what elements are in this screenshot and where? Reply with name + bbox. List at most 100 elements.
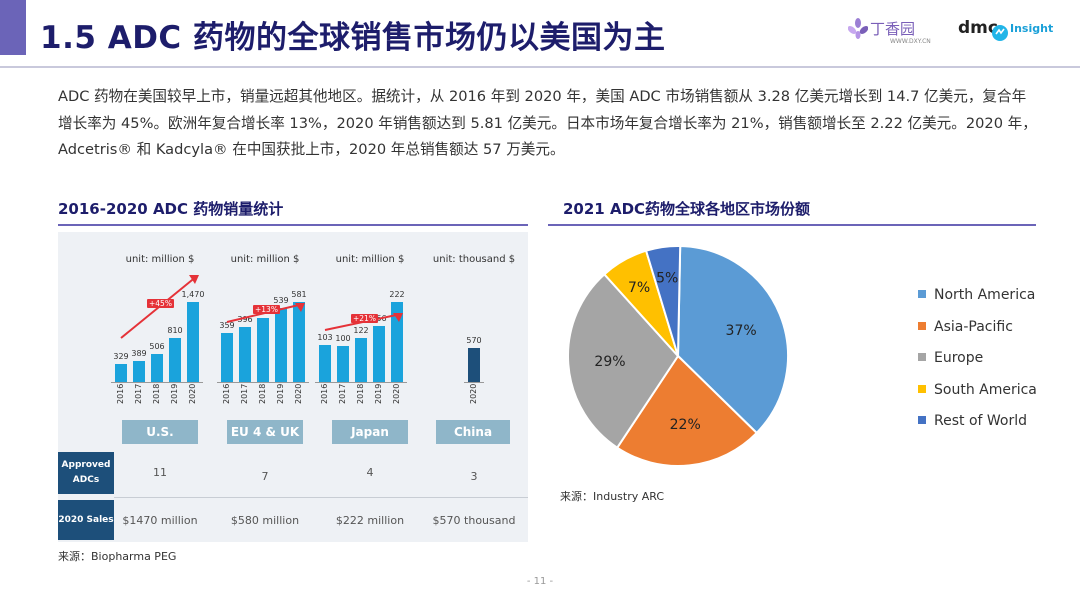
page-title: 1.5 ADC 药物的全球销售市场仍以美国为主 (40, 20, 666, 56)
bar-value-label: 222 (389, 290, 405, 299)
chart-unit-label: unit: million $ (335, 254, 405, 265)
table-row-divider (114, 497, 528, 498)
chart-unit-label: unit: thousand $ (432, 254, 516, 265)
title-divider (0, 66, 1080, 68)
legend-label: Asia-Pacific (934, 318, 1013, 335)
dxy-logo-sub: WWW.DXY.CN (890, 38, 931, 45)
bar-2017 (239, 327, 251, 382)
approved-adcs-value: 11 (153, 466, 167, 479)
approved-adcs-row-label: Approved ADCs (58, 452, 114, 494)
left-section-heading: 2016-2020 ADC 药物销量统计 (58, 200, 284, 218)
region-label: U.S. (122, 420, 198, 444)
sales-2020-value: $570 thousand (432, 514, 516, 527)
legend-item: South America (918, 382, 1037, 398)
approved-adcs-label-text: Approved ADCs (61, 460, 111, 485)
bar-2018 (257, 318, 269, 382)
chart-baseline (217, 382, 309, 383)
year-tick-label: 2017 (240, 383, 249, 404)
sales-2020-value: $222 million (335, 514, 405, 527)
bar-value-label: 359 (219, 320, 235, 330)
year-tick-label: 2019 (374, 383, 383, 404)
legend-swatch (918, 321, 926, 330)
bar-value-label: 810 (167, 325, 183, 335)
growth-rate-badge: +21% (351, 314, 378, 323)
legend-label: North America (934, 287, 1036, 303)
year-tick-label: 2020 (392, 383, 401, 404)
chart-unit-label: unit: million $ (125, 254, 195, 265)
dxy-flower-icon (848, 18, 868, 39)
chart-baseline (315, 382, 407, 383)
year-tick-label: 2018 (356, 383, 365, 404)
approved-adcs-value: 4 (366, 466, 374, 479)
title-bar: 1.5 ADC 药物的全球销售市场仍以美国为主 丁香园 WWW.DXY.CN d… (0, 0, 1080, 68)
legend-item: Europe (918, 350, 983, 366)
bar-2019 (275, 307, 287, 382)
year-tick-label: 2016 (320, 383, 329, 404)
legend-label: Rest of World (934, 413, 1028, 429)
title-accent-block (0, 0, 26, 55)
legend-label: Europe (934, 350, 984, 366)
bar-2019 (373, 325, 385, 382)
year-tick-label: 2020 (294, 383, 303, 404)
intro-paragraph: ADC 药物在美国较早上市，销量远超其他地区。据统计，从 2016 年到 202… (58, 88, 1037, 158)
year-tick-label: 2017 (338, 383, 347, 404)
bar-2017 (337, 345, 349, 382)
bar-2020 (293, 302, 305, 382)
pie-data-label: 29% (594, 354, 625, 370)
year-tick-label: 2018 (152, 383, 161, 404)
pie-data-label: 37% (726, 323, 757, 339)
growth-rate-badge: +45% (147, 299, 174, 308)
year-tick-label: 2020 (188, 383, 197, 404)
bar-value-label: 570 (466, 336, 482, 346)
bar-value-label: 396 (237, 315, 253, 325)
year-tick-label: 2020 (469, 383, 478, 404)
bar-2020 (187, 302, 199, 382)
pie-data-label: 7% (628, 280, 650, 296)
bar-value-label: 506 (149, 342, 165, 352)
bar-value-label: 389 (131, 348, 147, 358)
pie-slice-rest-of-world (644, 245, 682, 357)
sales-label-text: 2020 Sales (58, 514, 114, 525)
pie-slice-north-america (676, 245, 789, 435)
legend-label: South America (934, 381, 1037, 398)
year-tick-label: 2019 (276, 383, 285, 404)
legend-swatch (918, 353, 926, 361)
insight-logo-icon (992, 25, 1008, 41)
region-label: EU 4 & UK (227, 420, 303, 444)
pie-slice-asia-pacific (615, 354, 759, 467)
chart-baseline (464, 382, 484, 383)
logo-group: 丁香园 WWW.DXY.CN dmc Insight (848, 18, 1080, 54)
sales-statistics-panel (58, 232, 528, 542)
bar-2018 (151, 354, 163, 382)
bar-value-label: 103 (317, 332, 333, 342)
sales-2020-value: $1470 million (122, 514, 198, 527)
legend-item: Rest of World (918, 413, 1027, 429)
approved-adcs-value: 7 (261, 470, 269, 483)
bar-2016 (221, 332, 233, 382)
left-section-rule (58, 224, 528, 226)
insight-logo: Insight (1010, 22, 1054, 35)
bar-2016 (115, 364, 127, 382)
bar-value-label: 122 (353, 326, 369, 336)
chart-unit-label: unit: million $ (230, 254, 300, 265)
region-label: Japan (332, 420, 408, 444)
bar-2019 (169, 337, 181, 382)
bar-2017 (133, 360, 145, 382)
bar-value-label: 539 (273, 295, 289, 305)
pie-data-label: 5% (656, 271, 678, 287)
bar-value-label: 581 (291, 290, 307, 299)
approved-adcs-value: 3 (470, 470, 478, 483)
right-source: 来源：Industry ARC (560, 490, 665, 503)
growth-rate-badge: +13% (253, 305, 280, 314)
legend-item: Asia-Pacific (918, 319, 1013, 335)
bar-2020 (468, 348, 480, 382)
year-tick-label: 2017 (134, 383, 143, 404)
sales-row-label: 2020 Sales (58, 500, 114, 540)
pie-data-label: 22% (670, 417, 701, 433)
year-tick-label: 2016 (222, 383, 231, 404)
right-section-heading: 2021 ADC药物全球各地区市场份额 (563, 200, 811, 218)
market-share-pie-chart: 37% 22% 29% 7% 5% (567, 245, 789, 467)
bar-value-label: 329 (113, 352, 129, 362)
dmc-logo: dmc (958, 18, 998, 38)
